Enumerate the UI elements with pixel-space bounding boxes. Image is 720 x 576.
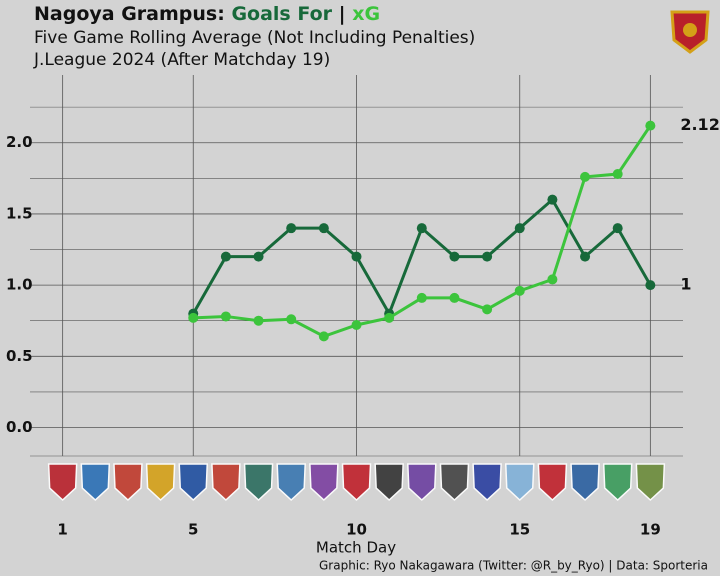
data-point	[318, 223, 329, 234]
opponent-logo	[472, 463, 502, 502]
title-series-name: xG	[352, 3, 380, 25]
opponent-logo	[407, 463, 437, 502]
subtitle: Five Game Rolling Average (Not Including…	[34, 28, 475, 48]
data-point	[580, 251, 591, 262]
y-tick-label: 0.0	[6, 418, 33, 436]
title-series-name: Goals For	[231, 3, 332, 25]
title-main: Nagoya Grampus:	[34, 3, 225, 25]
data-point	[612, 223, 623, 234]
opponent-logo	[211, 463, 241, 502]
data-point	[253, 251, 264, 262]
opponent-logo	[113, 463, 143, 502]
data-point	[449, 292, 460, 303]
data-point	[253, 315, 264, 326]
opponent-logo	[504, 463, 535, 502]
opponent-logo	[309, 463, 339, 502]
data-point	[645, 280, 656, 291]
data-point	[482, 251, 493, 262]
title-separator: |	[339, 3, 346, 25]
data-point	[351, 319, 362, 330]
opponent-logo	[374, 463, 404, 502]
x-axis-label: Match Day	[316, 539, 396, 557]
caption: Graphic: Ryo Nakagawara (Twitter: @R_by_…	[319, 559, 708, 573]
opponent-logo	[80, 463, 111, 502]
logo-emblem	[683, 23, 697, 37]
opponent-logo	[635, 463, 666, 502]
x-tick-label: 15	[509, 521, 530, 539]
opponent-logo	[178, 463, 209, 502]
opponent-logo	[47, 463, 78, 502]
y-tick-label: 1.0	[6, 276, 33, 294]
data-point	[547, 194, 558, 205]
data-point	[318, 331, 329, 342]
opponent-logo	[570, 463, 600, 502]
data-point	[416, 292, 427, 303]
data-point	[580, 171, 591, 182]
x-tick-label: 19	[640, 521, 661, 539]
end-label: 2.12	[680, 115, 719, 134]
data-point	[351, 251, 362, 262]
chart-title: Nagoya Grampus: Goals For | xG	[34, 3, 380, 25]
data-point	[416, 223, 427, 234]
data-point	[188, 312, 199, 323]
data-point	[612, 169, 623, 180]
data-point	[449, 251, 460, 262]
club-logo	[670, 10, 710, 54]
data-point	[514, 223, 525, 234]
opponent-logo	[439, 463, 470, 502]
opponent-logo	[243, 463, 274, 502]
x-tick-label: 10	[346, 521, 367, 539]
data-point	[220, 311, 231, 322]
subtitle: J.League 2024 (After Matchday 19)	[33, 50, 330, 70]
x-tick-label: 5	[188, 521, 198, 539]
y-tick-label: 2.0	[6, 133, 33, 151]
data-point	[482, 304, 493, 315]
y-tick-label: 0.5	[6, 347, 33, 365]
opponent-logo	[602, 463, 633, 502]
data-point	[286, 314, 297, 325]
data-point	[220, 251, 231, 262]
opponent-logo	[537, 463, 568, 502]
x-tick-label: 1	[57, 521, 67, 539]
opponent-logo	[276, 463, 306, 502]
data-point	[384, 312, 395, 323]
data-point	[514, 285, 525, 296]
opponent-logo	[145, 463, 176, 502]
opponent-logo	[341, 463, 372, 502]
y-tick-label: 1.5	[6, 204, 33, 222]
end-label: 1	[680, 275, 691, 294]
data-point	[286, 223, 297, 234]
data-point	[547, 274, 558, 285]
data-point	[645, 120, 656, 131]
